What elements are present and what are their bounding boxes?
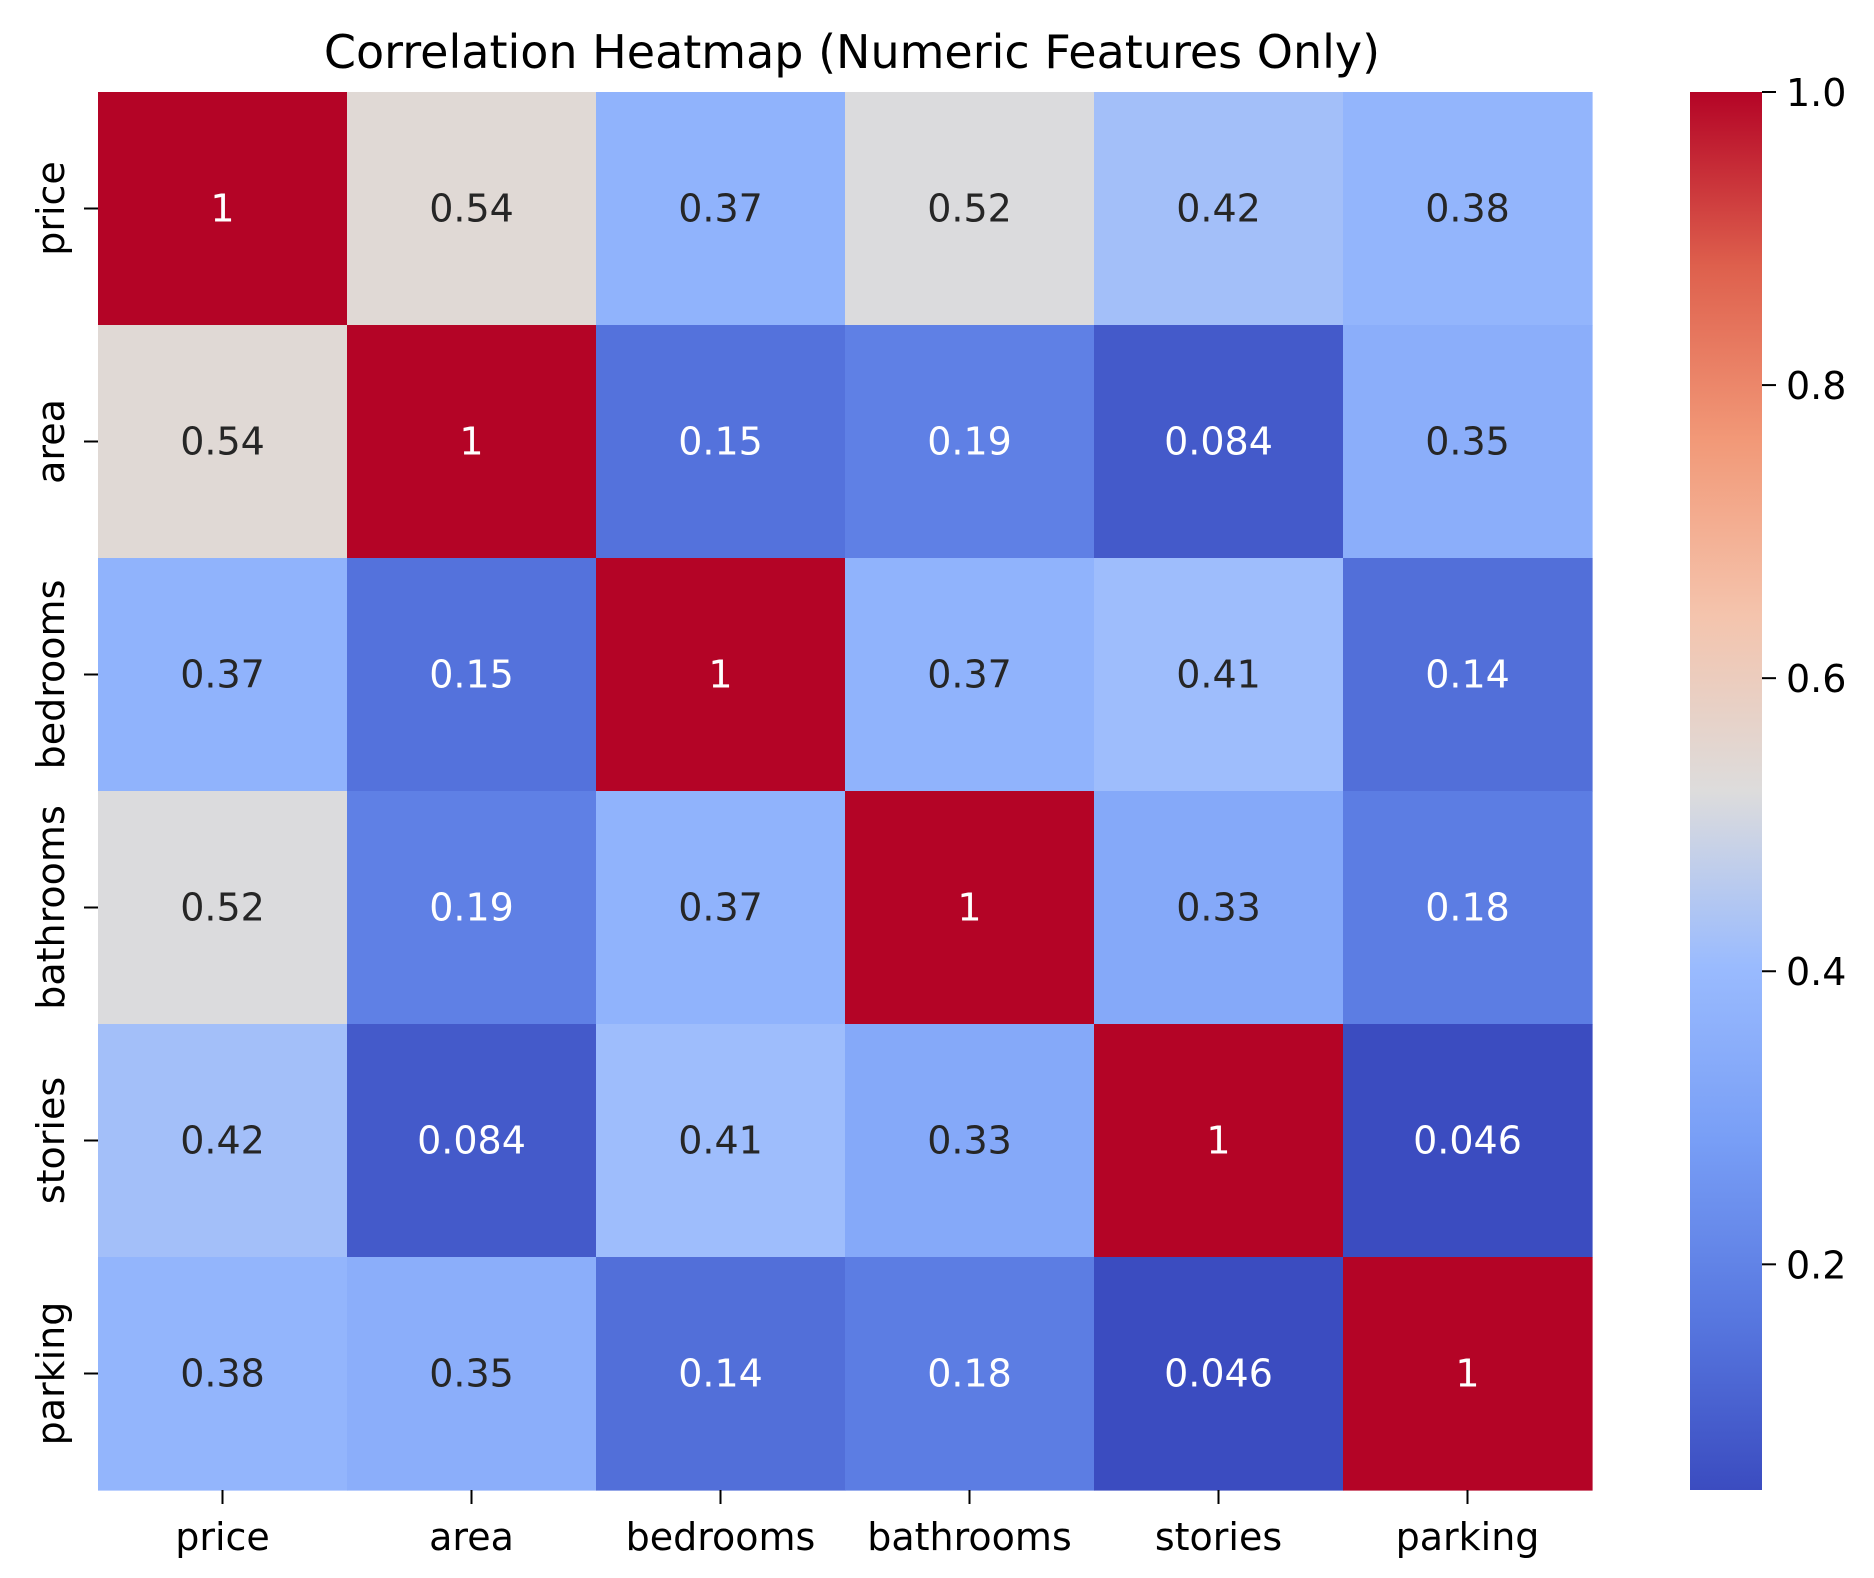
cell-value-label: 0.15 bbox=[429, 653, 514, 697]
heatmap-cell bbox=[596, 1257, 846, 1491]
heatmap-cell bbox=[845, 92, 1095, 326]
colorbar-tick-label: 1.0 bbox=[1786, 71, 1846, 115]
heatmap-cell bbox=[596, 325, 846, 559]
cell-value-label: 0.37 bbox=[678, 886, 763, 930]
cell-value-label: 0.37 bbox=[927, 653, 1012, 697]
cell-value-label: 0.38 bbox=[1425, 187, 1510, 231]
heatmap-cell bbox=[347, 92, 597, 326]
heatmap-cell bbox=[98, 1024, 348, 1258]
y-tick-label: area bbox=[29, 399, 73, 484]
heatmap-cell bbox=[596, 791, 846, 1025]
x-tick-label: stories bbox=[1155, 1515, 1282, 1559]
heatmap-cell bbox=[1094, 558, 1344, 792]
cell-value-label: 0.15 bbox=[678, 420, 763, 464]
cell-value-label: 0.046 bbox=[1164, 1352, 1273, 1396]
x-axis: price area bedrooms bathrooms stories parking bbox=[175, 1490, 1539, 1559]
heatmap-cell bbox=[1094, 325, 1344, 559]
heatmap-cell bbox=[845, 325, 1095, 559]
cell-value-label: 0.084 bbox=[1164, 420, 1273, 464]
heatmap-cell bbox=[98, 791, 348, 1025]
heatmap-cell bbox=[845, 791, 1095, 1025]
cell-value-label: 0.35 bbox=[1425, 420, 1510, 464]
cell-value-label: 1 bbox=[1206, 1119, 1230, 1163]
colorbar-tick-label: 0.6 bbox=[1786, 657, 1846, 701]
heatmap-cell bbox=[1094, 1024, 1344, 1258]
cell-value-label: 0.084 bbox=[417, 1119, 526, 1163]
colorbar-gradient bbox=[1690, 92, 1762, 1490]
heatmap-cell bbox=[98, 1257, 348, 1491]
colorbar-tick-label: 0.8 bbox=[1786, 364, 1846, 408]
heatmap-cells bbox=[98, 92, 1593, 1491]
cell-value-label: 0.19 bbox=[927, 420, 1012, 464]
heatmap-cell bbox=[347, 791, 597, 1025]
heatmap-cell bbox=[596, 1024, 846, 1258]
cell-value-label: 0.52 bbox=[180, 886, 265, 930]
cell-value-label: 0.42 bbox=[1176, 187, 1261, 231]
cell-value-label: 0.54 bbox=[180, 420, 265, 464]
cell-value-label: 0.41 bbox=[1176, 653, 1261, 697]
y-axis: price area bedrooms bathrooms stories parking bbox=[29, 161, 98, 1445]
x-tick-label: bathrooms bbox=[867, 1515, 1072, 1559]
x-tick-label: bedrooms bbox=[626, 1515, 816, 1559]
heatmap-cell bbox=[1094, 791, 1344, 1025]
cell-value-label: 0.35 bbox=[429, 1352, 514, 1396]
heatmap-cell bbox=[845, 558, 1095, 792]
cell-value-label: 1 bbox=[210, 187, 234, 231]
cell-value-label: 0.38 bbox=[180, 1352, 265, 1396]
cell-value-label: 0.33 bbox=[927, 1119, 1012, 1163]
colorbar-tick-label: 0.2 bbox=[1786, 1243, 1846, 1287]
heatmap-cell bbox=[98, 325, 348, 559]
heatmap-cell bbox=[98, 92, 348, 326]
cell-value-label: 0.37 bbox=[678, 187, 763, 231]
heatmap-cell bbox=[845, 1024, 1095, 1258]
cell-value-label: 1 bbox=[957, 886, 981, 930]
cell-value-label: 0.42 bbox=[180, 1119, 265, 1163]
heatmap-cell bbox=[1343, 791, 1593, 1025]
cell-value-label: 0.19 bbox=[429, 886, 514, 930]
cell-value-label: 0.33 bbox=[1176, 886, 1261, 930]
heatmap-cell bbox=[347, 325, 597, 559]
cell-value-label: 0.046 bbox=[1413, 1119, 1522, 1163]
cell-value-label: 0.37 bbox=[180, 653, 265, 697]
y-tick-label: price bbox=[29, 161, 73, 256]
x-tick-label: area bbox=[429, 1515, 514, 1559]
heatmap-cell bbox=[596, 558, 846, 792]
y-tick-label: bathrooms bbox=[29, 805, 73, 1010]
heatmap-cell bbox=[1343, 1257, 1593, 1491]
chart-title: Correlation Heatmap (Numeric Features On… bbox=[324, 25, 1380, 79]
heatmap-cell bbox=[347, 1024, 597, 1258]
y-tick-label: bedrooms bbox=[29, 580, 73, 770]
cell-value-label: 1 bbox=[708, 653, 732, 697]
heatmap-cell bbox=[1343, 1024, 1593, 1258]
heatmap-cell bbox=[845, 1257, 1095, 1491]
heatmap-cell bbox=[347, 558, 597, 792]
heatmap-cell bbox=[98, 558, 348, 792]
cell-value-label: 0.18 bbox=[927, 1352, 1012, 1396]
x-tick-label: parking bbox=[1396, 1515, 1540, 1559]
y-tick-label: stories bbox=[29, 1077, 73, 1204]
cell-value-label: 0.14 bbox=[678, 1352, 763, 1396]
cell-value-label: 0.18 bbox=[1425, 886, 1510, 930]
heatmap-annotations: 1 0.54 0.37 0.52 0.42 0.38 0.54 1 0.15 0.19 0.084 0… bbox=[180, 187, 1522, 1396]
heatmap-cell bbox=[1343, 558, 1593, 792]
heatmap-cell bbox=[596, 92, 846, 326]
colorbar: 0.2 0.4 0.6 0.8 1.0 bbox=[1690, 71, 1846, 1490]
cell-value-label: 0.41 bbox=[678, 1119, 763, 1163]
cell-value-label: 0.14 bbox=[1425, 653, 1510, 697]
heatmap-cell bbox=[1094, 92, 1344, 326]
heatmap-cell bbox=[1343, 92, 1593, 326]
cell-value-label: 1 bbox=[459, 420, 483, 464]
heatmap-cell bbox=[1094, 1257, 1344, 1491]
cell-value-label: 1 bbox=[1455, 1352, 1479, 1396]
colorbar-tick-label: 0.4 bbox=[1786, 950, 1846, 994]
heatmap-cell bbox=[347, 1257, 597, 1491]
cell-value-label: 0.52 bbox=[927, 187, 1012, 231]
heatmap-cell bbox=[1343, 325, 1593, 559]
cell-value-label: 0.54 bbox=[429, 187, 514, 231]
y-tick-label: parking bbox=[29, 1302, 73, 1446]
x-tick-label: price bbox=[175, 1515, 270, 1559]
